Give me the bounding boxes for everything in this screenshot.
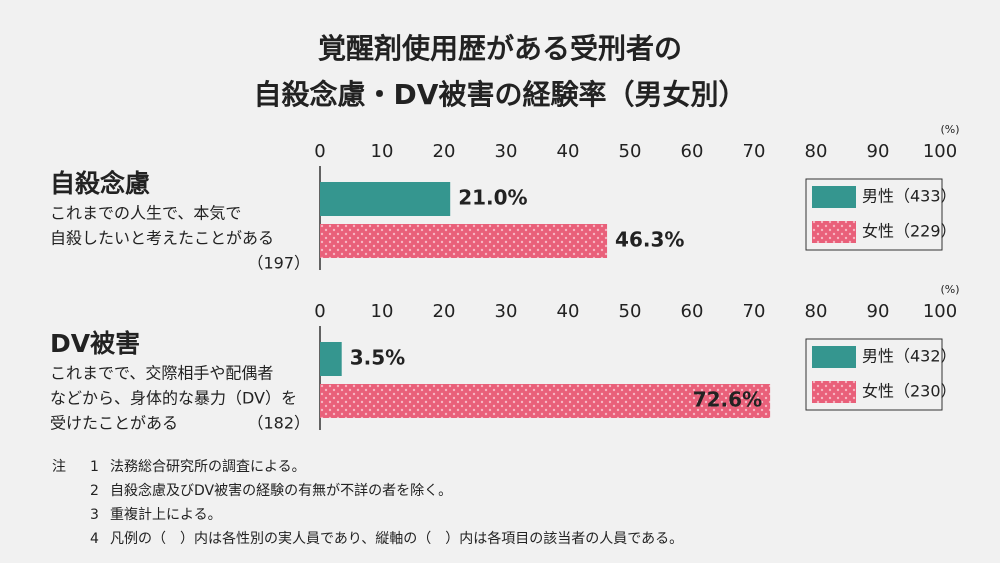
x-tick-label: 10 xyxy=(371,141,394,162)
value-label: 3.5% xyxy=(350,346,405,370)
bar xyxy=(320,342,342,376)
x-tick-label: 100 xyxy=(923,301,957,322)
x-tick-label: 30 xyxy=(495,301,518,322)
x-tick-label: 80 xyxy=(805,141,828,162)
note-text: 重複計上による。 xyxy=(110,506,222,523)
value-label: 46.3% xyxy=(615,228,684,252)
x-tick-label: 0 xyxy=(314,301,325,322)
legend-label: 女性（230） xyxy=(862,382,957,401)
x-tick-label: 10 xyxy=(371,301,394,322)
value-label: 72.6% xyxy=(693,388,762,412)
legend-label: 男性（433） xyxy=(862,187,957,206)
category-note: 受けたことがある xyxy=(50,414,178,433)
x-tick-label: 90 xyxy=(867,301,890,322)
bar xyxy=(320,384,771,418)
note-text: 自殺念慮及びDV被害の経験の有無が不詳の者を除く。 xyxy=(110,482,452,499)
x-tick-label: 90 xyxy=(867,141,890,162)
note-text: 凡例の（ ）内は各性別の実人員であり、縦軸の（ ）内は各項目の該当者の人員である… xyxy=(110,531,683,547)
notes-label: 注 xyxy=(52,459,66,475)
x-tick-label: 0 xyxy=(314,141,325,162)
legend-label: 男性（432） xyxy=(862,347,957,366)
title-line: 覚醒剤使用歴がある受刑者の xyxy=(318,32,682,65)
category-label: DV被害 xyxy=(50,329,140,358)
legend-swatch xyxy=(812,221,856,243)
x-tick-label: 60 xyxy=(681,141,704,162)
legend-swatch xyxy=(812,346,856,368)
x-tick-label: 30 xyxy=(495,141,518,162)
x-tick-label: 70 xyxy=(743,141,766,162)
legend-swatch xyxy=(812,186,856,208)
note-number: 3 xyxy=(90,507,99,523)
x-tick-label: 100 xyxy=(923,141,957,162)
legend-box xyxy=(805,338,943,411)
x-tick-label: 80 xyxy=(805,301,828,322)
note-number: 1 xyxy=(90,459,99,475)
note-number: 2 xyxy=(90,483,99,499)
legend-swatch xyxy=(812,381,856,403)
bar xyxy=(320,224,608,258)
category-count: （182） xyxy=(247,414,310,433)
category-count: （197） xyxy=(247,254,310,273)
note-number: 4 xyxy=(90,531,99,547)
x-tick-label: 20 xyxy=(433,141,456,162)
category-note: これまでで、交際相手や配偶者 xyxy=(50,364,273,383)
category-label: 自殺念慮 xyxy=(50,169,150,198)
category-note: 自殺したいと考えたことがある xyxy=(50,229,274,248)
bar xyxy=(320,182,451,216)
x-tick-label: 40 xyxy=(557,301,580,322)
x-tick-label: 50 xyxy=(619,141,642,162)
value-label: 21.0% xyxy=(458,186,527,210)
x-unit: (%) xyxy=(940,123,959,136)
title-line: 自殺念慮・DV被害の経験率（男女別） xyxy=(254,78,747,111)
x-tick-label: 60 xyxy=(681,301,704,322)
category-note: これまでの人生で、本気で xyxy=(50,204,241,223)
x-tick-label: 40 xyxy=(557,141,580,162)
legend-label: 女性（229） xyxy=(862,222,957,241)
x-tick-label: 50 xyxy=(619,301,642,322)
category-note: などから、身体的な暴力（DV）を xyxy=(50,389,297,408)
note-text: 法務総合研究所の調査による。 xyxy=(110,459,306,475)
legend-box xyxy=(805,178,943,251)
x-unit: (%) xyxy=(940,283,959,296)
x-tick-label: 20 xyxy=(433,301,456,322)
x-tick-label: 70 xyxy=(743,301,766,322)
